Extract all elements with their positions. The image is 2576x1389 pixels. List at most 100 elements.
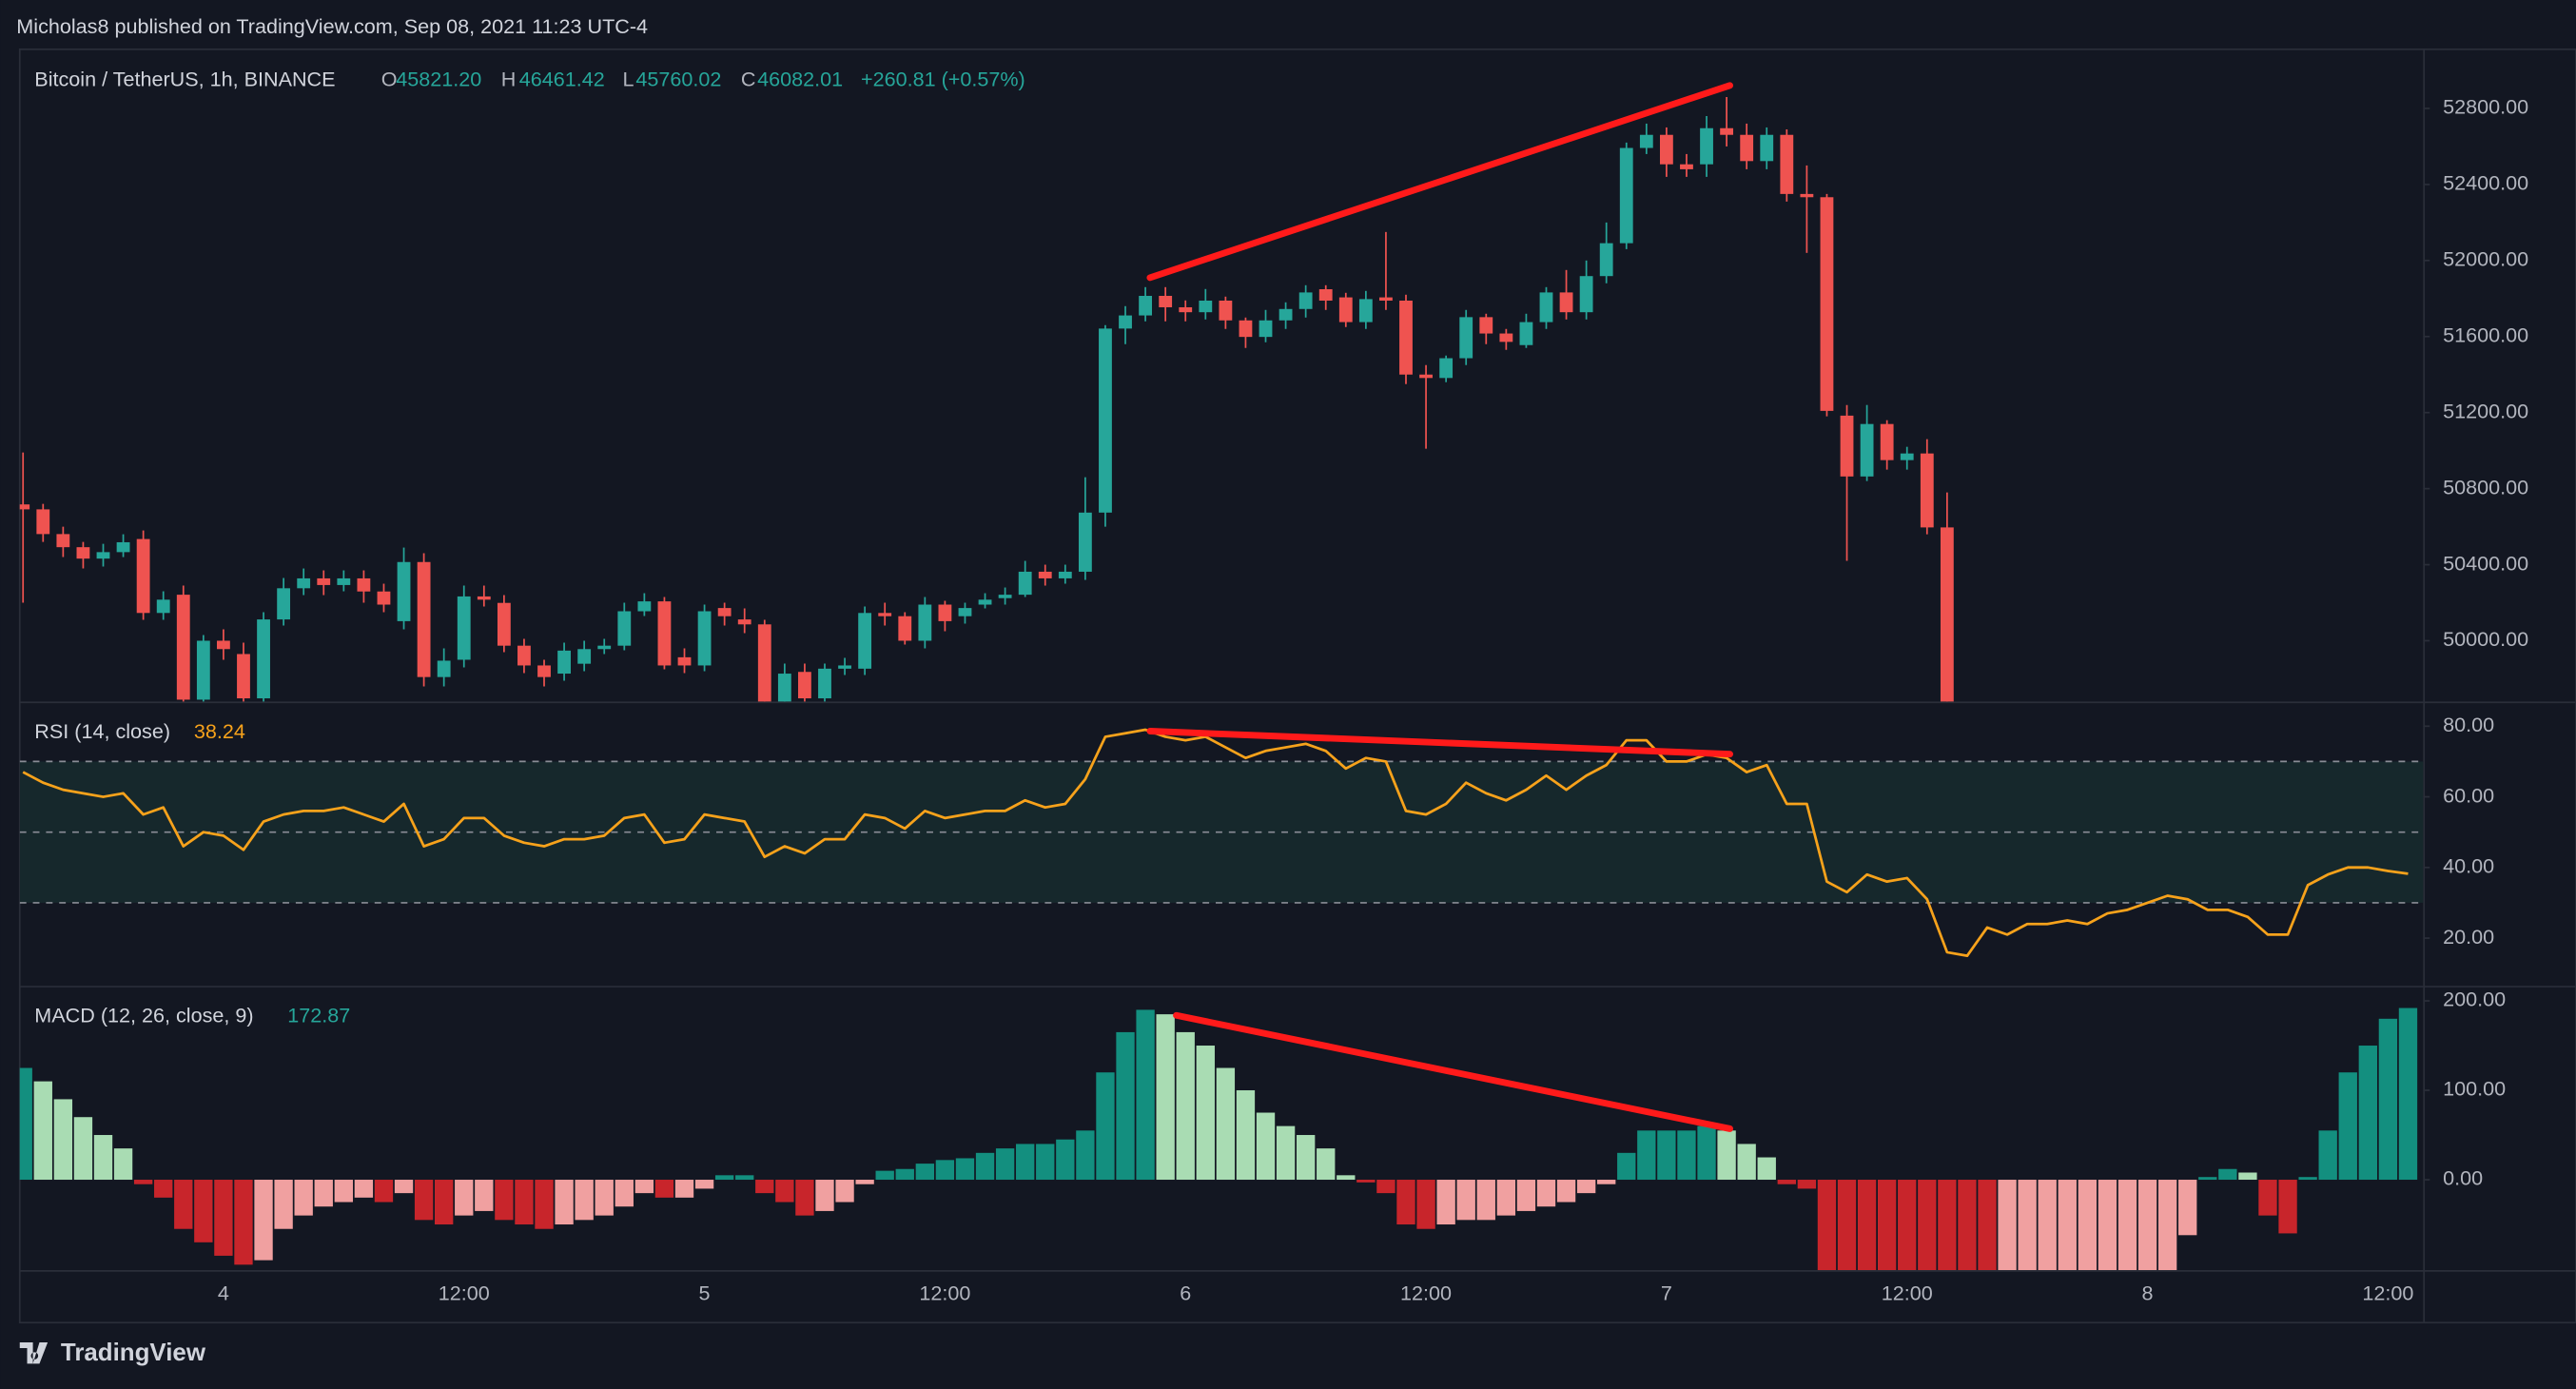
candle-body <box>317 577 331 585</box>
candle-body <box>1159 295 1173 307</box>
candle-body <box>657 601 672 666</box>
candle-body <box>1720 127 1734 135</box>
attribution: Micholas8 published on TradingView.com, … <box>16 14 648 38</box>
candle-body <box>1860 423 1874 477</box>
macd-bar <box>975 1152 995 1181</box>
candle-body <box>1038 571 1052 578</box>
macd-bar <box>1376 1180 1395 1194</box>
candle-body <box>217 640 230 650</box>
candle-body <box>196 640 210 700</box>
macd-bar <box>1096 1072 1115 1181</box>
candle-body <box>1199 300 1213 313</box>
macd-bar <box>314 1180 333 1207</box>
macd-bar <box>113 1148 133 1181</box>
macd-bar <box>53 1099 73 1181</box>
macd-bar <box>694 1180 714 1189</box>
candle-body <box>1459 317 1473 359</box>
candle-body <box>1439 358 1454 379</box>
macd-bar <box>234 1180 253 1265</box>
macd-current: 172.87 <box>287 1004 350 1027</box>
x-tick-label: 4 <box>218 1281 229 1305</box>
macd-bar <box>1216 1067 1236 1181</box>
price-change: +260.81 (+0.57%) <box>861 67 1025 90</box>
candle-body <box>537 665 551 677</box>
brand-name: TradingView <box>61 1340 206 1366</box>
macd-bar <box>2238 1172 2257 1181</box>
macd-bar <box>1817 1180 1837 1270</box>
x-tick-label: 12:00 <box>1882 1281 1933 1305</box>
macd-bar <box>2157 1180 2177 1270</box>
macd-bar <box>495 1180 514 1221</box>
macd-bar <box>714 1175 734 1181</box>
candle-body <box>1078 512 1092 572</box>
macd-bar <box>19 1067 32 1181</box>
macd-bar <box>595 1180 614 1216</box>
macd-bar <box>2298 1177 2317 1181</box>
macd-bar <box>775 1180 794 1203</box>
candle-body <box>557 650 571 675</box>
macd-bar <box>1156 1014 1175 1181</box>
macd-bar <box>895 1168 914 1181</box>
candle-body <box>176 595 190 700</box>
candle-body <box>1539 292 1553 323</box>
candle-body <box>497 602 511 646</box>
macd-bar <box>735 1175 754 1181</box>
macd-bar <box>1256 1112 1276 1181</box>
ohlc-value: 46082.01 <box>757 67 843 90</box>
candle-body <box>1358 299 1373 323</box>
y-tick-label: 52800.00 <box>2443 95 2528 119</box>
candle-body <box>477 596 491 600</box>
candle-body <box>1840 415 1854 477</box>
macd-bar <box>1978 1180 1997 1270</box>
chart-frame <box>18 48 2576 1324</box>
y-tick-label: 52400.00 <box>2443 171 2528 195</box>
symbol-title: Bitcoin / TetherUS, 1h, BINANCE <box>34 67 335 90</box>
macd-bar <box>1637 1130 1656 1181</box>
candle-body <box>1659 134 1673 165</box>
macd-bar <box>2258 1180 2277 1216</box>
candle-body <box>918 604 932 641</box>
trend-line <box>1146 728 1734 758</box>
candle-body <box>737 619 751 625</box>
macd-bar <box>755 1180 774 1194</box>
candle-body <box>777 674 791 702</box>
candle-body <box>277 588 291 620</box>
candle-body <box>577 649 592 664</box>
macd-bar <box>1236 1090 1256 1181</box>
candle-body <box>1800 193 1814 198</box>
candle-body <box>1880 423 1894 460</box>
macd-bar <box>93 1135 113 1181</box>
candle-body <box>978 599 992 605</box>
macd-bar <box>575 1180 594 1221</box>
candle-body <box>818 668 831 699</box>
macd-bar <box>2398 1008 2418 1181</box>
candle-body <box>858 613 872 669</box>
macd-bar <box>1076 1130 1095 1181</box>
rsi-title: RSI (14, close) <box>34 719 170 743</box>
macd-title: MACD (12, 26, close, 9) <box>34 1004 253 1027</box>
macd-bar <box>935 1160 955 1181</box>
macd-bar <box>2038 1180 2057 1270</box>
macd-bar <box>1456 1180 1475 1221</box>
candle-body <box>357 577 371 592</box>
macd-bar <box>354 1180 374 1198</box>
macd-bar <box>555 1180 574 1225</box>
macd-bar <box>1697 1125 1716 1181</box>
ohlc-value: 45760.02 <box>635 67 721 90</box>
macd-bar <box>1116 1031 1135 1181</box>
macd-bar <box>835 1180 854 1203</box>
macd-bar <box>1777 1180 1796 1184</box>
macd-bar <box>73 1117 93 1181</box>
macd-bar <box>2178 1180 2197 1236</box>
macd-bar <box>634 1180 654 1194</box>
y-tick-label: 51600.00 <box>2443 323 2528 346</box>
y-tick-label: 50000.00 <box>2443 627 2528 651</box>
macd-bar <box>2098 1180 2117 1270</box>
macd-bar <box>2218 1168 2237 1181</box>
macd-bar <box>855 1180 874 1184</box>
x-tick-label: 5 <box>699 1281 711 1305</box>
macd-bar <box>955 1158 975 1181</box>
candle-body <box>1499 333 1513 342</box>
candle-body <box>1318 288 1333 301</box>
macd-bar <box>1496 1180 1516 1216</box>
